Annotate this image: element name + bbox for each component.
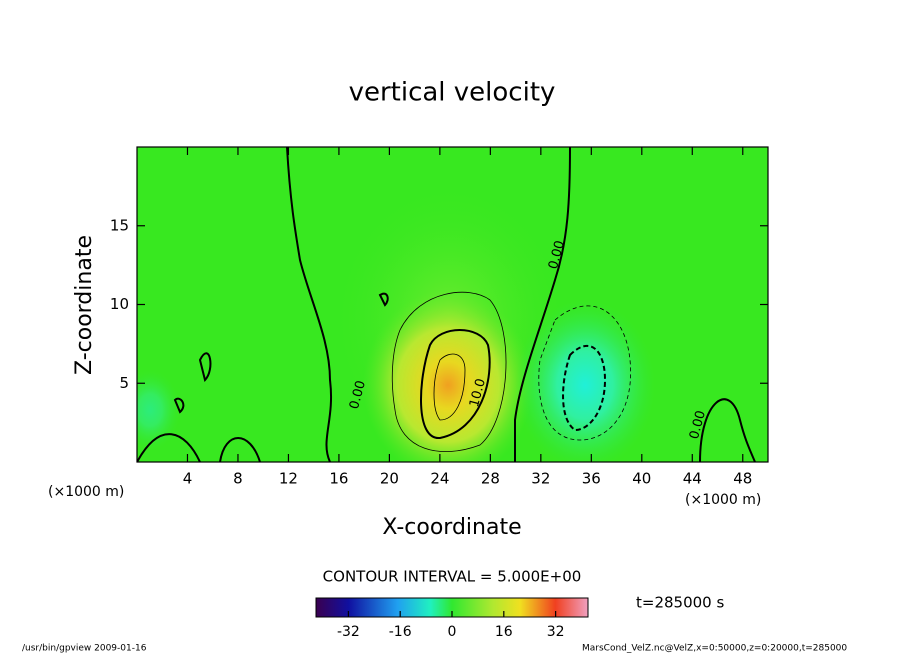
contour-interval: CONTOUR INTERVAL = 5.000E+00 bbox=[323, 568, 582, 586]
x-tick-label: 4 bbox=[183, 470, 193, 488]
x-tick-label: 12 bbox=[279, 470, 298, 488]
y-tick-label: 15 bbox=[110, 216, 129, 234]
colorbar-tick-label: -32 bbox=[337, 624, 360, 640]
contour-label: 0.00 bbox=[546, 239, 568, 271]
x-unit-left: (×1000 m) bbox=[48, 484, 124, 500]
x-tick-label: 32 bbox=[531, 470, 550, 488]
x-tick-label: 36 bbox=[582, 470, 601, 488]
y-axis-title: Z-coordinate bbox=[72, 235, 97, 375]
time-label: t=285000 s bbox=[636, 594, 724, 612]
x-tick-label: 48 bbox=[733, 470, 752, 488]
contour-label: 10.0 bbox=[467, 377, 489, 409]
x-tick-label: 44 bbox=[683, 470, 702, 488]
chart-title: vertical velocity bbox=[349, 78, 556, 108]
x-tick-label: 28 bbox=[481, 470, 500, 488]
contour-label: 0.00 bbox=[347, 379, 369, 411]
contour-lines bbox=[137, 147, 756, 462]
x-tick-label: 40 bbox=[632, 470, 651, 488]
colorbar-tick-label: 32 bbox=[547, 624, 565, 640]
colorbar-tick-label: 0 bbox=[448, 624, 457, 640]
y-tick-label: 10 bbox=[110, 295, 129, 313]
footer-left: /usr/bin/gpview 2009-01-16 bbox=[22, 644, 147, 654]
x-tick-label: 16 bbox=[329, 470, 348, 488]
y-tick-label: 5 bbox=[119, 374, 129, 392]
x-tick-label: 8 bbox=[233, 470, 243, 488]
colorbar-tick-label: 16 bbox=[495, 624, 513, 640]
colorbar-tick-label: -16 bbox=[389, 624, 412, 640]
x-axis-title: X-coordinate bbox=[382, 515, 521, 540]
footer-right: MarsCond_VelZ.nc@VelZ,x=0:50000,z=0:2000… bbox=[582, 644, 847, 654]
x-tick-label: 20 bbox=[380, 470, 399, 488]
contour-label: 0.00 bbox=[687, 409, 709, 441]
x-tick-label: 24 bbox=[430, 470, 449, 488]
x-unit-right: (×1000 m) bbox=[685, 492, 761, 508]
field bbox=[137, 147, 768, 462]
